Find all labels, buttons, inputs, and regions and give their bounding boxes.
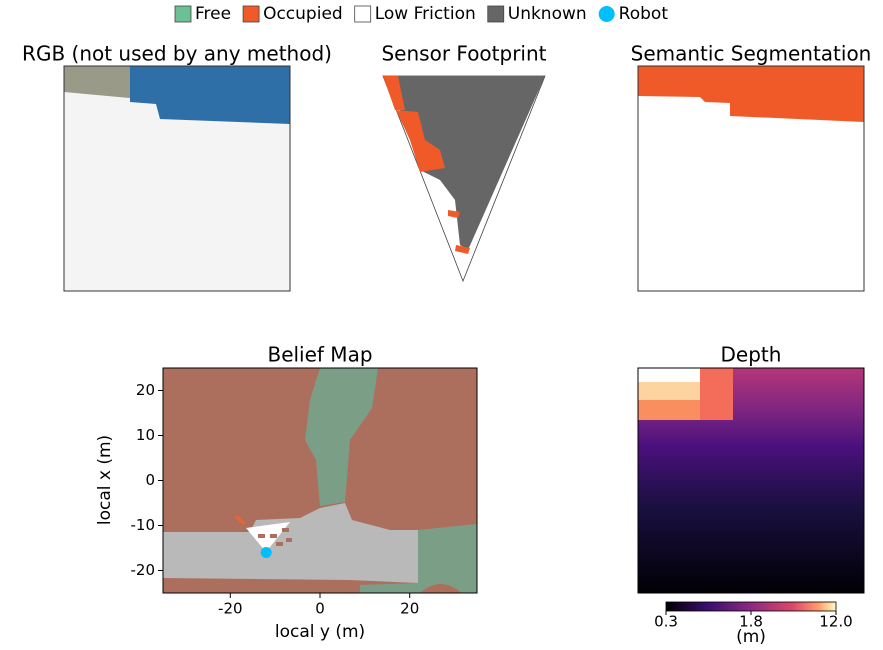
legend-marker	[599, 6, 615, 22]
depth-image	[638, 368, 864, 593]
colorbar-tick-label: 12.0	[819, 613, 852, 631]
legend-swatch	[175, 6, 191, 22]
x-tick-label: -20	[218, 600, 243, 618]
legend-label: Occupied	[263, 4, 343, 24]
panel-title: Depth	[721, 343, 782, 367]
legend: Free Occupied Low Friction Unknown Robot	[175, 4, 668, 24]
segmentation-image	[638, 66, 864, 291]
panel-title: Semantic Segmentation	[631, 42, 872, 66]
legend-swatch	[355, 6, 371, 22]
legend-label: Low Friction	[375, 4, 476, 24]
legend-label: Robot	[619, 4, 669, 24]
y-tick-label: 10	[136, 426, 155, 444]
x-tick-label: 0	[315, 600, 325, 618]
legend-label: Unknown	[508, 4, 587, 24]
rgb-image	[64, 66, 290, 291]
sensor-image	[383, 76, 545, 281]
colorbar	[666, 602, 836, 611]
belief-map	[163, 368, 477, 593]
y-tick-label: -10	[131, 516, 156, 534]
y-axis-label: local x (m)	[95, 435, 115, 525]
figure: Free Occupied Low Friction Unknown Robot RGB…	[0, 0, 883, 650]
colorbar-tick-label: 0.3	[654, 613, 678, 631]
colorbar-tick-label: 1.8	[739, 613, 763, 631]
legend-swatch	[243, 6, 259, 22]
y-tick-label: 20	[136, 381, 155, 399]
chart-title: Belief Map	[267, 343, 372, 367]
panel-title: RGB (not used by any method)	[22, 42, 332, 66]
legend-swatch	[488, 6, 504, 22]
y-tick-label: 0	[145, 471, 155, 489]
legend-label: Free	[195, 4, 231, 24]
x-axis-label: local y (m)	[275, 622, 365, 642]
robot	[261, 547, 272, 558]
y-tick-label: -20	[131, 561, 156, 579]
panel-title: Sensor Footprint	[381, 42, 546, 66]
x-tick-label: 20	[400, 600, 419, 618]
